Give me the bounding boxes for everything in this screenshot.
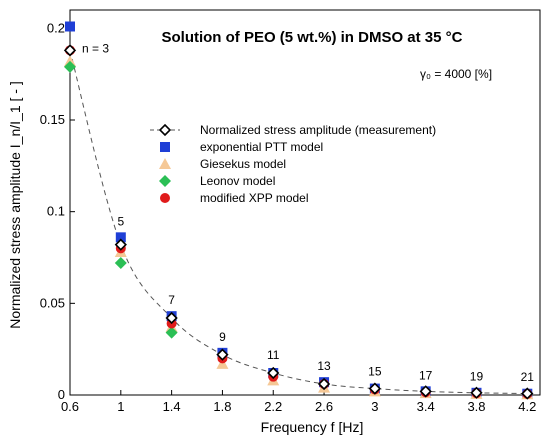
x-tick-label: 0.6 xyxy=(61,399,79,414)
x-axis: 0.6 1 1.4 1.8 2.2 2.6 3 3.4 3.8 4.2 xyxy=(61,390,536,414)
x-tick-label: 2.6 xyxy=(315,399,333,414)
y-axis-title: Normalized stress amplitude I_n/I_1 [ - … xyxy=(7,81,23,328)
legend: Normalized stress amplitude (measurement… xyxy=(150,123,436,205)
harmonic-label: 13 xyxy=(317,359,331,373)
x-tick-label: 1 xyxy=(117,399,124,414)
harmonic-label: 15 xyxy=(368,365,382,379)
measurement-trend-line xyxy=(69,50,528,395)
legend-label: Leonov model xyxy=(200,174,275,188)
legend-label: Giesekus model xyxy=(200,157,286,171)
x-tick-label: 3.4 xyxy=(417,399,435,414)
legend-marker xyxy=(158,123,172,137)
legend-marker xyxy=(159,158,171,169)
data-point-diamond-open xyxy=(114,238,127,251)
x-tick-label: 1.8 xyxy=(213,399,231,414)
harmonic-label: 19 xyxy=(470,369,484,383)
legend-marker xyxy=(160,193,170,203)
data-point-square xyxy=(115,232,126,243)
data-markers xyxy=(63,21,534,400)
data-point-diamond-open xyxy=(165,311,178,325)
data-point-diamond-open xyxy=(419,385,432,398)
harmonic-labels: n = 3 5 7 9 11 13 15 17 19 21 xyxy=(82,41,534,384)
plot-frame xyxy=(69,9,541,396)
y-tick-label: 0.1 xyxy=(47,204,65,219)
harmonic-label: n = 3 xyxy=(82,41,109,55)
harmonic-label: 11 xyxy=(267,348,280,362)
harmonic-label: 9 xyxy=(219,330,226,344)
data-point-diamond-open xyxy=(267,366,280,380)
data-point-diamond xyxy=(114,257,127,269)
y-tick-label: 0.15 xyxy=(40,112,65,127)
data-point-diamond xyxy=(165,326,178,339)
data-point-diamond-open xyxy=(368,382,381,395)
measurement-line xyxy=(69,50,528,395)
x-axis-title: Frequency f [Hz] xyxy=(261,419,364,435)
legend-marker xyxy=(159,175,171,187)
legend-marker xyxy=(160,142,170,152)
y-tick-label: 0.2 xyxy=(47,20,65,35)
legend-label: Normalized stress amplitude (measurement… xyxy=(200,123,436,137)
y-tick-label: 0 xyxy=(58,387,65,402)
y-tick-label: 0.05 xyxy=(40,295,65,310)
data-point-diamond-open xyxy=(470,386,483,399)
harmonic-label: 7 xyxy=(168,293,175,307)
data-point-diamond-open xyxy=(216,348,229,361)
data-point-diamond-open xyxy=(521,387,534,400)
legend-label: exponential PTT model xyxy=(200,140,323,154)
x-tick-label: 1.4 xyxy=(163,399,181,414)
data-point-diamond-open xyxy=(317,377,331,391)
x-tick-label: 3 xyxy=(371,399,378,414)
legend-label: modified XPP model xyxy=(200,191,309,205)
x-tick-label: 4.2 xyxy=(518,399,536,414)
harmonic-label: 17 xyxy=(419,368,433,382)
x-tick-label: 3.8 xyxy=(467,399,485,414)
strain-annotation: γ₀ = 4000 [%] xyxy=(420,67,492,81)
harmonic-label: 21 xyxy=(521,370,535,384)
data-point-diamond xyxy=(64,60,76,73)
x-tick-label: 2.2 xyxy=(264,399,282,414)
data-point-diamond-open xyxy=(63,44,77,57)
harmonic-label: 5 xyxy=(117,214,124,228)
data-point-square xyxy=(65,21,75,32)
chart-title: Solution of PEO (5 wt.%) in DMSO at 35 °… xyxy=(161,29,462,46)
